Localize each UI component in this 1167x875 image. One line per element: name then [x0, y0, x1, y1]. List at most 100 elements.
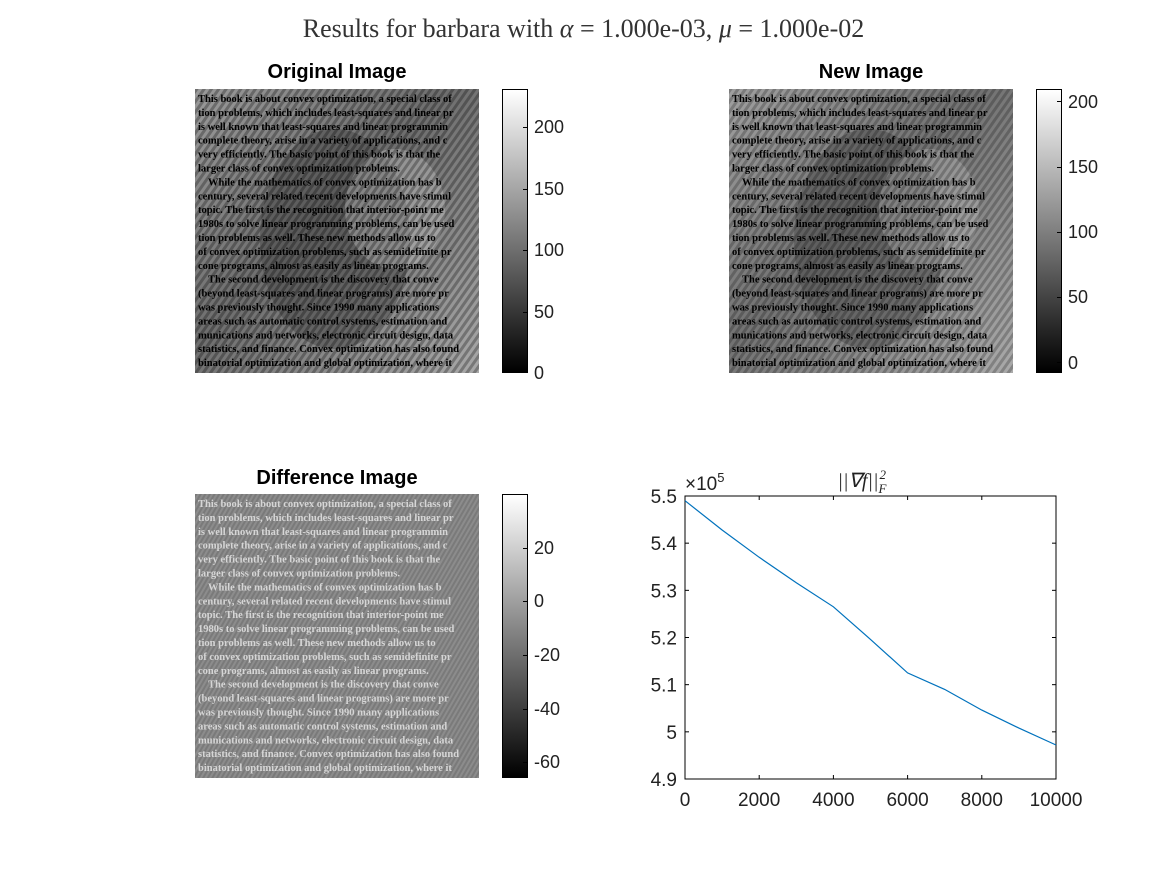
book-text-line: While the mathematics of convex optimiza… — [742, 177, 976, 188]
x-tick-label: 2000 — [738, 790, 780, 811]
book-text-lines: This book is about convex optimization, … — [198, 499, 459, 774]
book-text-line: complete theory, arise in a variety of a… — [732, 136, 982, 147]
book-text-line: was previously thought. Since 1990 many … — [198, 708, 439, 719]
book-text-line: topic. The first is the recognition that… — [732, 205, 978, 216]
x-tick-label: 6000 — [886, 790, 928, 811]
x-axis: 0 2000 4000 6000 8000 10000 — [680, 496, 1083, 811]
y-tick-label: 4.9 — [651, 770, 677, 791]
book-text-line: larger class of convex optimization prob… — [198, 164, 400, 175]
x-tick-label: 4000 — [812, 790, 854, 811]
book-text-line: munications and networks, electronic cir… — [198, 330, 454, 341]
book-text-line: was previously thought. Since 1990 many … — [198, 303, 439, 314]
new-colorbar — [1036, 89, 1062, 373]
book-text-line: While the mathematics of convex optimiza… — [208, 582, 442, 593]
alpha-value: = 1.000e-03, — [573, 14, 719, 43]
book-text-line: of convex optimization problems, such as… — [198, 652, 452, 663]
book-text-line: was previously thought. Since 1990 many … — [732, 303, 973, 314]
book-text-line: statistics, and finance. Convex optimiza… — [198, 344, 459, 355]
suptitle-prefix: Results for barbara with — [302, 14, 560, 43]
colorbar-tick-label: -40 — [534, 699, 561, 719]
book-text-line: is well known that least-squares and lin… — [198, 122, 448, 133]
book-text-line: 1980s to solve linear programming proble… — [198, 624, 455, 635]
book-text-line: is well known that least-squares and lin… — [732, 122, 982, 133]
book-text-line: 1980s to solve linear programming proble… — [732, 219, 989, 230]
book-text-line: This book is about convex optimization, … — [732, 94, 986, 105]
colorbar-tick-label: 0 — [534, 591, 545, 611]
y-tick-label: 5.2 — [651, 629, 677, 650]
colorbar-tick-label: -60 — [534, 752, 561, 772]
book-text-line: larger class of convex optimization prob… — [732, 164, 934, 175]
book-text-line: of convex optimization problems, such as… — [732, 247, 986, 258]
book-text-line: is well known that least-squares and lin… — [198, 527, 448, 538]
new-image-title: New Image — [818, 61, 924, 83]
book-text-line: cone programs, almost as easily as linea… — [732, 261, 963, 272]
colorbar-tick-label: 150 — [1068, 157, 1099, 177]
book-text-line: statistics, and finance. Convex optimiza… — [732, 344, 993, 355]
book-text-line: The second development is the discovery … — [208, 680, 439, 691]
alpha-symbol: α — [559, 14, 574, 43]
y-tick-label: 5.4 — [651, 534, 678, 555]
figure-suptitle: Results for barbara with α = 1.000e-03, … — [0, 14, 1167, 44]
plot-axes-box — [684, 495, 1057, 780]
book-text-line: of convex optimization problems, such as… — [198, 247, 452, 258]
book-text-line: complete theory, arise in a variety of a… — [198, 541, 448, 552]
difference-image: This book is about convex optimization, … — [195, 494, 479, 778]
new-image: This book is about convex optimization, … — [729, 89, 1013, 373]
book-text-line: tion problems as well. These new methods… — [198, 638, 436, 649]
book-text-line: century, several related recent developm… — [198, 596, 451, 607]
difference-image-title: Difference Image — [256, 467, 418, 489]
book-text-line: The second development is the discovery … — [742, 275, 973, 286]
book-text-line: areas such as automatic control systems,… — [198, 721, 447, 732]
book-text-line: munications and networks, electronic cir… — [198, 735, 454, 746]
y-tick-label: 5.3 — [651, 581, 677, 602]
book-text-line: century, several related recent developm… — [732, 191, 985, 202]
book-text-line: 1980s to solve linear programming proble… — [198, 219, 455, 230]
book-text-line: The second development is the discovery … — [208, 275, 439, 286]
colorbar-tick-label: 0 — [534, 363, 545, 383]
book-text-line: tion problems, which includes least-squa… — [732, 108, 988, 119]
book-text-line: very efficiently. The basic point of thi… — [198, 555, 441, 566]
x-tick-label: 10000 — [1030, 790, 1083, 811]
difference-colorbar — [502, 494, 528, 778]
book-text-line: very efficiently. The basic point of thi… — [732, 150, 975, 161]
book-text-line: While the mathematics of convex optimiza… — [208, 177, 442, 188]
colorbar-tick-label: 0 — [1068, 353, 1079, 373]
x-tick-label: 8000 — [961, 790, 1003, 811]
book-text-line: munications and networks, electronic cir… — [732, 330, 988, 341]
book-text-line: tion problems as well. These new methods… — [732, 233, 970, 244]
book-text-line: (beyond least-squares and linear program… — [198, 694, 449, 705]
y-tick-label: 5.5 — [651, 487, 677, 508]
book-text-line: tion problems, which includes least-squa… — [198, 108, 454, 119]
gradient-norm-line — [684, 500, 1057, 746]
book-text-line: tion problems, which includes least-squa… — [198, 513, 454, 524]
colorbar-tick-label: 200 — [534, 117, 565, 137]
book-text-line: tion problems as well. These new methods… — [198, 233, 436, 244]
book-text-line: This book is about convex optimization, … — [198, 499, 452, 510]
book-text-lines: This book is about convex optimization, … — [732, 94, 993, 369]
colorbar-tick-label: 100 — [534, 240, 565, 260]
book-text-line: topic. The first is the recognition that… — [198, 205, 444, 216]
original-colorbar — [502, 89, 528, 373]
book-text-line: statistics, and finance. Convex optimiza… — [198, 749, 459, 760]
colorbar-tick-label: 50 — [1068, 287, 1089, 307]
book-text-line: century, several related recent developm… — [198, 191, 451, 202]
colorbar-tick-label: 200 — [1068, 92, 1099, 112]
book-text-line: areas such as automatic control systems,… — [198, 316, 447, 327]
book-text-line: binatorial optimization and global optim… — [732, 358, 986, 369]
book-text-lines: This book is about convex optimization, … — [198, 94, 459, 369]
book-text-line: (beyond least-squares and linear program… — [198, 289, 449, 300]
colorbar-tick-label: 20 — [534, 538, 555, 558]
y-multiplier: ×105 — [685, 470, 724, 495]
original-image: This book is about convex optimization, … — [195, 89, 479, 373]
colorbar-tick-label: 50 — [534, 302, 555, 322]
y-axis: 4.9 5 5.1 5.2 5.3 5.4 5.5 — [651, 487, 1056, 791]
book-text-line: This book is about convex optimization, … — [198, 94, 452, 105]
original-image-title: Original Image — [267, 61, 407, 83]
colorbar-tick-label: -20 — [534, 645, 561, 665]
plot-title: ||∇f||F2 — [838, 467, 888, 496]
book-text-line: complete theory, arise in a variety of a… — [198, 136, 448, 147]
book-text-line: areas such as automatic control systems,… — [732, 316, 981, 327]
mu-symbol: μ — [718, 14, 732, 43]
y-tick-label: 5.1 — [651, 676, 677, 697]
colorbar-tick-label: 150 — [534, 179, 565, 199]
